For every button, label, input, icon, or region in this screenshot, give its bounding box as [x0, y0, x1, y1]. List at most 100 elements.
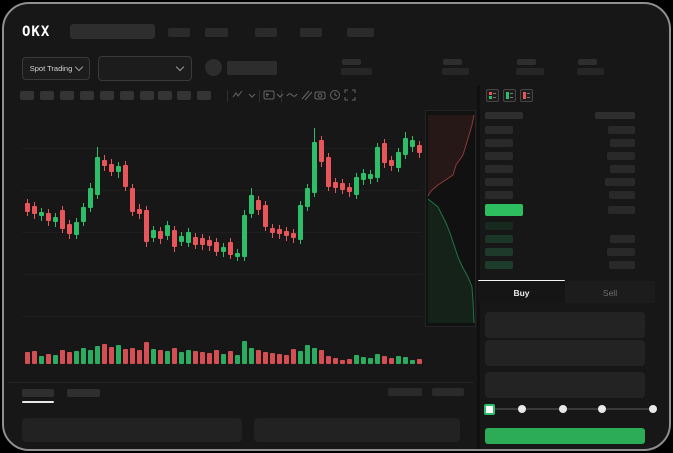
chevron-down-icon[interactable]: [246, 89, 258, 101]
panel-divider: [477, 85, 480, 449]
slider-step-dot[interactable]: [518, 405, 526, 413]
volume-bar: [200, 352, 205, 364]
bid-row-total[interactable]: [610, 235, 635, 243]
candle-body: [333, 182, 338, 188]
volume-bar: [137, 350, 142, 364]
nav-item-placeholder[interactable]: [300, 28, 322, 37]
ask-row-total[interactable]: [605, 178, 635, 186]
icon-lines: [493, 93, 496, 94]
candle-body: [347, 187, 352, 192]
bid-row-price[interactable]: [485, 235, 513, 243]
stat-label-placeholder: [443, 59, 462, 65]
tab-sell-label[interactable]: Sell: [602, 288, 618, 298]
interval-button-placeholder[interactable]: [60, 91, 74, 100]
bottom-right-button-placeholder[interactable]: [432, 388, 464, 396]
last-price-badge[interactable]: [485, 204, 523, 216]
candle-body: [214, 242, 219, 252]
candle-body: [102, 160, 107, 166]
bid-row-price[interactable]: [485, 222, 513, 230]
volume-bar: [109, 347, 114, 364]
volume-bar: [165, 351, 170, 364]
tab-sell[interactable]: [565, 281, 655, 303]
tab-buy[interactable]: [478, 281, 565, 303]
bottom-tab-placeholder[interactable]: [67, 389, 100, 397]
candle-body: [39, 212, 44, 216]
slider-step-dot[interactable]: [598, 405, 606, 413]
book-bids-view-icon[interactable]: [503, 89, 516, 102]
volume-bar: [74, 351, 79, 364]
interval-button-placeholder[interactable]: [140, 91, 154, 100]
pair-selector[interactable]: [98, 56, 192, 81]
nav-item-placeholder[interactable]: [255, 28, 277, 37]
interval-button-placeholder[interactable]: [177, 91, 191, 100]
ruler-icon[interactable]: [300, 89, 312, 101]
bid-row-total[interactable]: [607, 248, 635, 256]
market-type-selector[interactable]: Spot Trading: [22, 57, 90, 80]
book-split-view-icon[interactable]: [486, 89, 499, 102]
ask-row-total[interactable]: [607, 152, 635, 160]
book-asks-view-icon[interactable]: [520, 89, 533, 102]
ask-row-price[interactable]: [485, 126, 513, 134]
buy-button[interactable]: [485, 428, 645, 444]
bottom-right-button-placeholder[interactable]: [388, 388, 422, 396]
ask-row-price[interactable]: [485, 178, 513, 186]
nav-item-placeholder[interactable]: [347, 28, 374, 37]
indicator-zigzag-icon[interactable]: [232, 89, 244, 101]
volume-bar: [81, 348, 86, 364]
price-field[interactable]: [485, 312, 645, 338]
amount-field[interactable]: [485, 340, 645, 366]
ask-row-price[interactable]: [485, 165, 513, 173]
nav-item-placeholder[interactable]: [205, 28, 228, 37]
interval-button-placeholder[interactable]: [100, 91, 114, 100]
candle-body: [200, 238, 205, 245]
ask-row-total[interactable]: [610, 165, 635, 173]
ask-row-price[interactable]: [485, 139, 513, 147]
candle-body: [256, 200, 261, 210]
volume-bar: [60, 350, 65, 364]
tab-buy-label[interactable]: Buy: [513, 288, 530, 298]
ask-row-total[interactable]: [610, 139, 635, 147]
volume-bar: [256, 350, 261, 364]
volume-bar: [158, 350, 163, 364]
fx-icon[interactable]: [263, 89, 275, 101]
candle-body: [46, 213, 51, 221]
total-field[interactable]: [485, 372, 645, 398]
volume-bar: [298, 351, 303, 364]
bottom-tab-placeholder[interactable]: [22, 389, 54, 397]
candle-body: [291, 233, 296, 238]
ask-row-price[interactable]: [485, 191, 513, 199]
interval-button-placeholder[interactable]: [120, 91, 134, 100]
interval-button-placeholder[interactable]: [20, 91, 34, 100]
ask-row-total[interactable]: [608, 126, 635, 134]
candle-body: [193, 237, 198, 245]
slider-step-dot[interactable]: [649, 405, 657, 413]
token-avatar: [205, 59, 222, 76]
volume-bar: [214, 350, 219, 364]
interval-button-placeholder[interactable]: [197, 91, 211, 100]
history-clock-icon[interactable]: [329, 89, 341, 101]
fullscreen-icon[interactable]: [344, 89, 356, 101]
ask-row-total[interactable]: [609, 191, 635, 199]
chevron-down-icon[interactable]: [274, 89, 286, 101]
interval-button-placeholder[interactable]: [40, 91, 54, 100]
icon-mark-bid: [489, 96, 492, 99]
bid-row-total[interactable]: [609, 261, 635, 269]
volume-bar: [46, 354, 51, 364]
nav-item-placeholder[interactable]: [168, 28, 190, 37]
okx-logo[interactable]: OKX: [22, 24, 51, 40]
candle-body: [186, 232, 191, 243]
amount-slider-track[interactable]: [489, 408, 653, 410]
slider-handle[interactable]: [484, 404, 495, 415]
camera-icon[interactable]: [314, 89, 326, 101]
slider-step-dot[interactable]: [559, 405, 567, 413]
bid-row-price[interactable]: [485, 261, 513, 269]
volume-bar: [102, 344, 107, 364]
interval-button-placeholder[interactable]: [158, 91, 172, 100]
candle-body: [242, 215, 247, 257]
bid-row-price[interactable]: [485, 248, 513, 256]
line-tool-icon[interactable]: [286, 89, 298, 101]
ask-row-price[interactable]: [485, 152, 513, 160]
volume-bar: [305, 345, 310, 364]
interval-button-placeholder[interactable]: [80, 91, 94, 100]
search-box[interactable]: [70, 24, 155, 39]
